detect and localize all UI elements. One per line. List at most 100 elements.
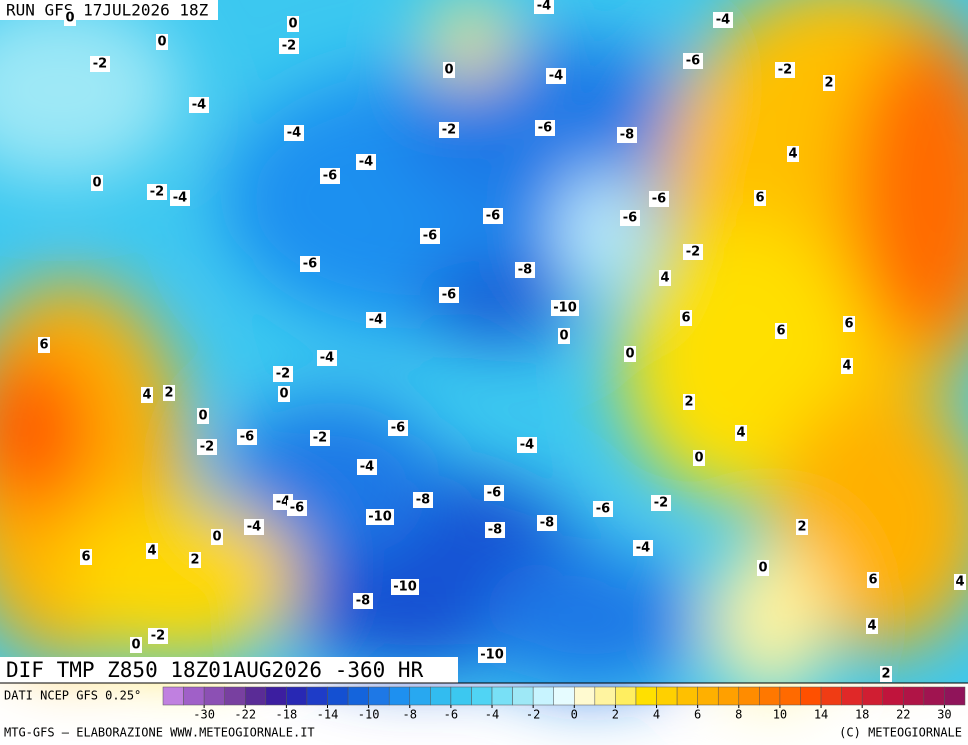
colorbar-box: [944, 686, 966, 706]
contour-label: -2: [313, 431, 327, 446]
contour-label: 4: [660, 271, 669, 286]
contour-label: -6: [303, 257, 317, 272]
colorbar-label: -10: [358, 708, 380, 722]
contour-label-box: [284, 125, 304, 141]
contour-label: 6: [81, 550, 90, 565]
contour-label-box: [659, 270, 671, 286]
contour-label: 0: [758, 561, 767, 576]
contour-label-box: [90, 56, 110, 72]
colorbar-box: [532, 686, 554, 706]
contour-label-box: [537, 515, 557, 531]
contour-label: 2: [824, 76, 833, 91]
contour-label: -2: [654, 496, 668, 511]
colorbar-box: [676, 686, 698, 706]
contour-label-box: [775, 62, 795, 78]
contour-label-box: [211, 529, 223, 545]
colorbar-box: [162, 686, 184, 706]
contour-label-box: [954, 574, 966, 590]
colorbar-box: [368, 686, 390, 706]
contour-label: -2: [151, 629, 165, 644]
contour-label: 4: [955, 575, 964, 590]
contour-label: 4: [736, 426, 745, 441]
contour-label: -2: [276, 367, 290, 382]
contour-label-box: [517, 437, 537, 453]
contour-label: -2: [442, 123, 456, 138]
field-label: DIF TMP Z850 18Z01AUG2026 -360 HR: [6, 658, 424, 682]
contour-label-box: [484, 485, 504, 501]
contour-label: -6: [442, 288, 456, 303]
colorbar-box: [820, 686, 842, 706]
colorbar-box: [286, 686, 308, 706]
colorbar-box: [903, 686, 925, 706]
contour-label: 0: [288, 17, 297, 32]
contour-label: 0: [559, 329, 568, 344]
contour-label-box: [683, 244, 703, 260]
colorbar-label: -2: [526, 708, 540, 722]
field-box: [0, 657, 458, 683]
colorbar-box: [615, 686, 637, 706]
contour-label: -4: [287, 126, 301, 141]
colorbar-label: -14: [317, 708, 339, 722]
contour-label: 4: [147, 544, 156, 559]
contour-label: 2: [797, 520, 806, 535]
colorbar-box: [203, 686, 225, 706]
contour-label: 6: [39, 338, 48, 353]
contour-label: 6: [755, 191, 764, 206]
contour-label: -8: [518, 263, 532, 278]
colorbar-box: [347, 686, 369, 706]
contour-label: 6: [776, 324, 785, 339]
contour-label-box: [317, 350, 337, 366]
colorbar-box: [388, 686, 411, 706]
colorbar-label: 18: [855, 708, 869, 722]
contour-label-box: [478, 647, 506, 663]
contour-label-box: [300, 256, 320, 272]
contour-label: -4: [173, 191, 187, 206]
contour-label: -6: [487, 486, 501, 501]
contour-label-box: [170, 190, 190, 206]
run-box: [0, 0, 218, 20]
contour-label-box: [38, 337, 50, 353]
contour-label: 4: [788, 147, 797, 162]
contour-label: -6: [486, 209, 500, 224]
contour-label-box: [558, 328, 570, 344]
contour-label: 0: [444, 63, 453, 78]
contour-label: 0: [157, 35, 166, 50]
contour-label-box: [485, 522, 505, 538]
colorbar-box: [553, 686, 575, 706]
contour-label: 6: [844, 317, 853, 332]
contour-label-box: [146, 543, 158, 559]
colorbar-box: [717, 686, 740, 706]
contour-label: -2: [282, 39, 296, 54]
colorbar-box: [245, 686, 267, 706]
contour-label-box: [649, 191, 669, 207]
colorbar-box: [656, 686, 678, 706]
contour-label-box: [147, 184, 167, 200]
contour-label-box: [683, 394, 695, 410]
contour-label: 2: [881, 667, 890, 682]
contour-label-box: [843, 316, 855, 332]
contour-label-box: [353, 593, 373, 609]
contour-label-box: [356, 154, 376, 170]
contour-label: -10: [393, 580, 417, 595]
contour-label: -4: [276, 495, 290, 510]
colorbar-box: [265, 686, 287, 706]
contour-label: -6: [652, 192, 666, 207]
colorbar-box: [738, 686, 760, 706]
contour-label-box: [617, 127, 637, 143]
contour-label-box: [443, 62, 455, 78]
contour-label-box: [651, 495, 671, 511]
contour-label: -4: [369, 313, 383, 328]
contour-label-box: [823, 75, 835, 91]
contour-label-box: [439, 122, 459, 138]
contour-label-box: [80, 549, 92, 565]
contour-label-box: [287, 500, 307, 516]
contour-label-box: [775, 323, 787, 339]
colorbar-box: [594, 686, 616, 706]
contour-label-box: [693, 450, 705, 466]
colorbar-box: [306, 686, 328, 706]
contour-label-box: [620, 210, 640, 226]
contour-label: 4: [142, 388, 151, 403]
contour-label: -8: [540, 516, 554, 531]
contour-label-box: [130, 637, 142, 653]
contour-label-box: [713, 12, 733, 28]
